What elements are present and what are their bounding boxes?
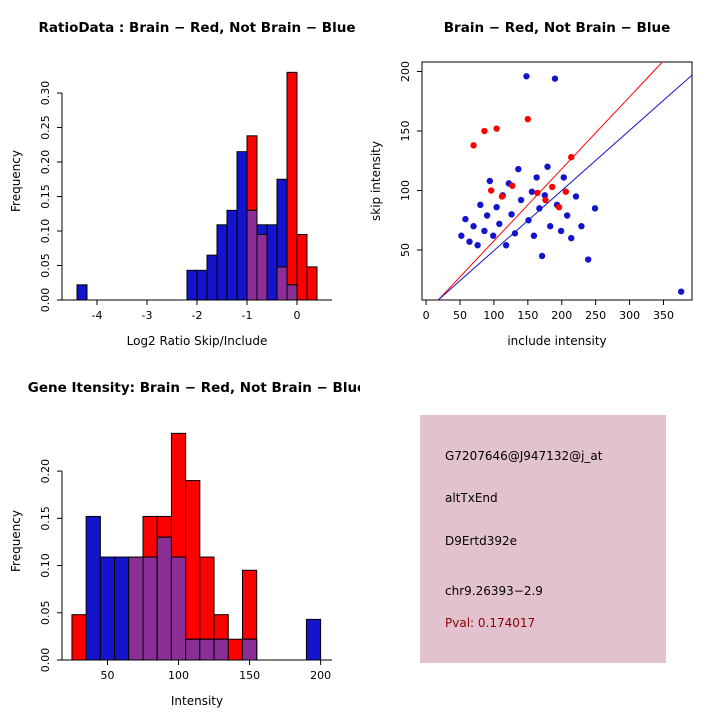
svg-text:0: 0 [294, 309, 301, 322]
svg-text:RatioData : Brain − Red, Not B: RatioData : Brain − Red, Not Brain − Blu… [38, 20, 355, 36]
svg-text:200: 200 [551, 309, 572, 322]
svg-text:include intensity: include intensity [507, 334, 606, 348]
event-type-text: altTxEnd [445, 491, 498, 505]
svg-text:0.15: 0.15 [39, 184, 52, 209]
svg-text:Frequency: Frequency [9, 150, 23, 212]
svg-text:0.15: 0.15 [39, 506, 52, 531]
svg-text:-2: -2 [192, 309, 203, 322]
svg-text:0.10: 0.10 [39, 553, 52, 578]
svg-text:0.05: 0.05 [39, 601, 52, 626]
svg-text:200: 200 [310, 669, 331, 682]
svg-text:200: 200 [399, 61, 412, 82]
svg-text:Log2 Ratio Skip/Include: Log2 Ratio Skip/Include [127, 334, 268, 348]
svg-text:0.25: 0.25 [39, 115, 52, 139]
svg-text:Intensity: Intensity [171, 694, 223, 708]
svg-text:0.00: 0.00 [39, 288, 52, 313]
svg-text:250: 250 [585, 309, 606, 322]
svg-text:0.30: 0.30 [39, 81, 52, 106]
locus-text: chr9.26393−2.9 [445, 584, 543, 598]
svg-text:50: 50 [399, 243, 412, 257]
svg-text:350: 350 [653, 309, 674, 322]
intensity-scatter-chart: Brain − Red, Not Brain − Blue 0 50 100 150 20… [369, 20, 693, 348]
svg-text:skip intensity: skip intensity [369, 141, 383, 221]
svg-text:-4: -4 [92, 309, 103, 322]
svg-text:100: 100 [399, 180, 412, 201]
gene-info-panel: G7207646@J947132@j_at altTxEnd D9Ertd392… [360, 360, 720, 720]
svg-text:50: 50 [453, 309, 467, 322]
svg-text:0.05: 0.05 [39, 253, 52, 278]
svg-text:100: 100 [168, 669, 189, 682]
svg-text:0: 0 [423, 309, 430, 322]
svg-text:0.20: 0.20 [39, 150, 52, 175]
svg-text:50: 50 [100, 669, 114, 682]
svg-text:Gene Itensity: Brain − Red, No: Gene Itensity: Brain − Red, Not Brain − … [28, 380, 360, 396]
svg-text:-1: -1 [242, 309, 253, 322]
gene-info-box: G7207646@J947132@j_at altTxEnd D9Ertd392… [420, 415, 666, 663]
svg-text:100: 100 [483, 309, 504, 322]
svg-text:0.20: 0.20 [39, 459, 52, 484]
probe-id-text: G7207646@J947132@j_at [445, 449, 603, 463]
gene-name-text: D9Ertd392e [445, 534, 517, 548]
svg-text:150: 150 [517, 309, 538, 322]
pval-text: Pval: 0.174017 [445, 616, 536, 630]
ratio-histogram-chart: RatioData : Brain − Red, Not Brain − Blu… [9, 20, 356, 348]
svg-text:0.10: 0.10 [39, 219, 52, 244]
svg-text:150: 150 [239, 669, 260, 682]
svg-text:Frequency: Frequency [9, 510, 23, 572]
svg-text:-3: -3 [142, 309, 153, 322]
svg-text:300: 300 [619, 309, 640, 322]
svg-text:150: 150 [399, 121, 412, 142]
svg-text:0.00: 0.00 [39, 648, 52, 673]
svg-text:Brain − Red, Not Brain − Blue: Brain − Red, Not Brain − Blue [444, 20, 670, 36]
gene-intensity-histogram-chart: Gene Itensity: Brain − Red, Not Brain − … [9, 380, 360, 708]
